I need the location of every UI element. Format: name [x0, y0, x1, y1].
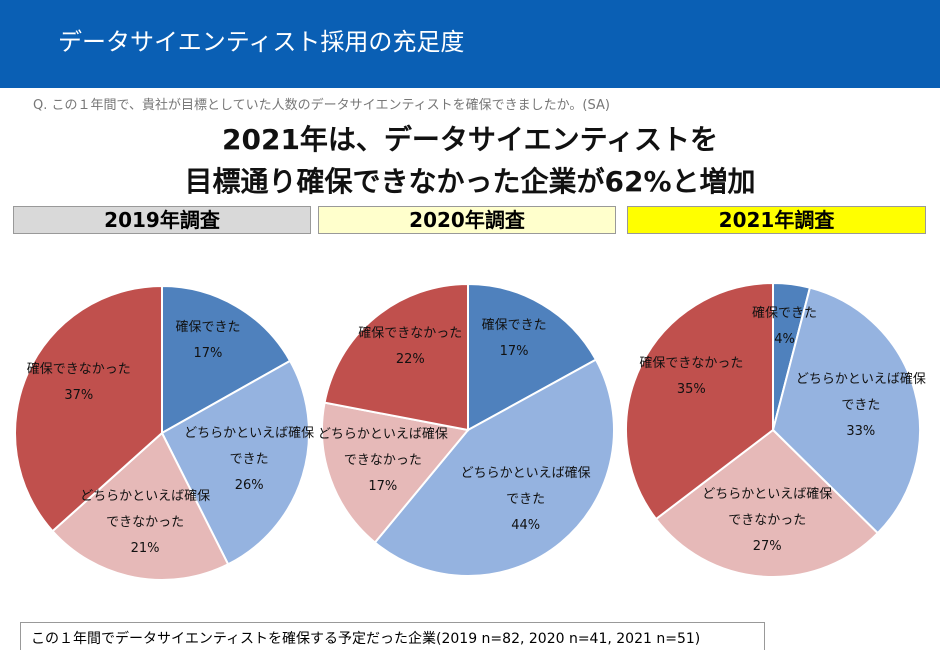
- question: Q. この１年間で、貴社が目標としていた人数のデータサイエンティストを確保できま…: [33, 98, 610, 113]
- pie-slice: [373, 358, 615, 577]
- category-label: 確保できた: [481, 318, 547, 334]
- pie-slice: [654, 428, 880, 578]
- slice-label: 確保できなかった 35%: [621, 351, 761, 403]
- header-title: データサイエンティスト採用の充足度: [58, 28, 465, 56]
- value-label: 22%: [395, 352, 425, 368]
- pie-slice: [160, 359, 310, 566]
- category-label: どちらかといえば確保できなかった: [80, 488, 211, 530]
- slice-label: どちらかといえば確保できなかった 27%: [697, 482, 837, 560]
- value-label: 17%: [193, 346, 223, 362]
- value-label: 33%: [846, 423, 876, 439]
- value-label: 17%: [499, 344, 529, 360]
- category-label: どちらかといえば確保できた: [460, 465, 591, 507]
- category-label: どちらかといえば確保できなかった: [317, 426, 448, 468]
- value-label: 35%: [676, 381, 706, 397]
- pie-slice: [771, 286, 921, 535]
- value-label: 37%: [64, 387, 94, 403]
- category-label: 確保できた: [175, 320, 241, 336]
- category-label: 確保できた: [752, 305, 818, 321]
- value-label: 17%: [368, 478, 398, 494]
- pie-slice: [467, 282, 598, 432]
- chart-title: 2019年調査: [13, 206, 311, 234]
- slice-label: 確保できた 17%: [444, 313, 584, 365]
- category-label: どちらかといえば確保できなかった: [702, 486, 833, 528]
- footnote: この１年間でデータサイエンティストを確保する予定だった企業(2019 n=82,…: [20, 622, 765, 650]
- value-label: 44%: [511, 517, 541, 533]
- slice-label: どちらかといえば確保できた 26%: [179, 421, 319, 499]
- pie-slice: [625, 281, 774, 521]
- pie-slice: [14, 284, 163, 533]
- pie-slice: [51, 431, 230, 581]
- chart-title: 2021年調査: [627, 206, 926, 234]
- category-label: 確保できなかった: [358, 326, 463, 342]
- value-label: 21%: [130, 540, 160, 556]
- slice-label: どちらかといえば確保できなかった 17%: [313, 422, 453, 500]
- value-label: 26%: [234, 477, 264, 493]
- headline: 目標通り確保できなかった企業が62%と増加: [184, 165, 756, 198]
- category-label: どちらかといえば確保できた: [795, 371, 926, 413]
- category-label: 確保できなかった: [26, 361, 131, 377]
- value-label: 27%: [752, 538, 782, 554]
- slice-label: 確保できた 17%: [138, 315, 278, 367]
- header-bar: データサイエンティスト採用の充足度: [0, 0, 940, 88]
- pie-slice: [323, 282, 469, 432]
- slice-label: どちらかといえば確保できなかった 21%: [75, 484, 215, 562]
- pie-slice: [161, 284, 292, 435]
- category-label: どちらかといえば確保できた: [184, 425, 315, 467]
- headline: 2021年は、データサイエンティストを: [222, 123, 718, 156]
- value-label: 4%: [774, 331, 795, 347]
- pie-slice: [321, 401, 470, 544]
- slice-label: 確保できなかった 37%: [9, 357, 149, 409]
- category-label: 確保できなかった: [639, 355, 744, 371]
- slice-label: どちらかといえば確保できた 33%: [791, 367, 931, 445]
- slice-label: 確保できなかった 22%: [340, 321, 480, 373]
- slice-label: 確保できた 4%: [715, 301, 855, 353]
- slice-label: どちらかといえば確保できた 44%: [456, 461, 596, 539]
- chart-title: 2020年調査: [318, 206, 616, 234]
